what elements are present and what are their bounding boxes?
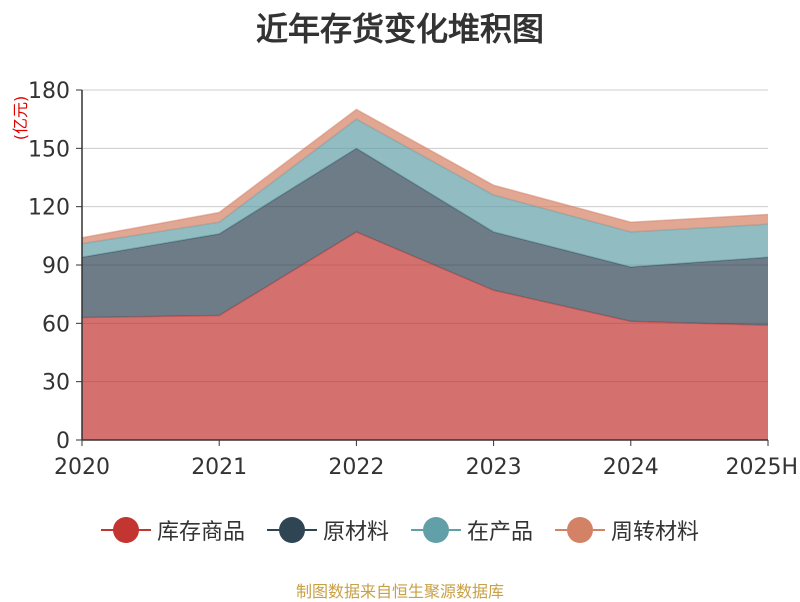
x-tick-label: 2020 xyxy=(54,455,110,480)
legend-item-2[interactable]: 原材料 xyxy=(266,514,389,546)
legend-label: 原材料 xyxy=(322,520,389,545)
area-series-2 xyxy=(82,148,768,326)
area-series xyxy=(81,108,769,440)
legend-label: 周转材料 xyxy=(611,520,700,545)
y-tick-label: 150 xyxy=(28,137,70,162)
legend-swatch xyxy=(411,517,461,543)
legend-item-3[interactable]: 在产品 xyxy=(411,514,533,546)
x-tick-label: 2025H xyxy=(725,455,798,480)
legend-swatch xyxy=(266,517,317,543)
legend-item-1[interactable]: 库存商品 xyxy=(100,514,245,546)
y-axis-unit-label: (亿元) xyxy=(11,96,30,141)
legend-swatch xyxy=(555,517,606,543)
legend-swatch xyxy=(100,517,151,543)
y-tick-label: 30 xyxy=(42,371,70,396)
x-tick-label: 2024 xyxy=(603,455,659,480)
y-tick-label: 60 xyxy=(42,312,70,337)
x-tick-label: 2021 xyxy=(191,455,247,480)
y-tick-label: 90 xyxy=(42,254,70,279)
y-tick-label: 120 xyxy=(28,196,70,221)
chart-title: 近年存货变化堆积图 xyxy=(255,10,544,48)
x-tick-label: 2023 xyxy=(466,455,522,480)
axes: 0 30 60 90 120 150 180 2020 2021 2022 2023 2024 2025… xyxy=(28,79,798,480)
area-series-4 xyxy=(82,109,768,244)
area-series-3 xyxy=(82,119,768,267)
x-tick-label: 2022 xyxy=(328,455,384,480)
area-series-4-edge xyxy=(81,108,769,239)
y-tick-label: 0 xyxy=(56,429,70,454)
source-note: 制图数据来自恒生聚源数据库 xyxy=(295,582,504,601)
legend-item-4[interactable]: 周转材料 xyxy=(555,514,699,546)
legend: 库存商品 原材料 在产品 周转材料 xyxy=(0,514,800,546)
y-tick-label: 180 xyxy=(28,79,70,104)
legend-label: 在产品 xyxy=(467,520,534,545)
area-series-1 xyxy=(82,231,768,440)
legend-label: 库存商品 xyxy=(156,520,245,545)
